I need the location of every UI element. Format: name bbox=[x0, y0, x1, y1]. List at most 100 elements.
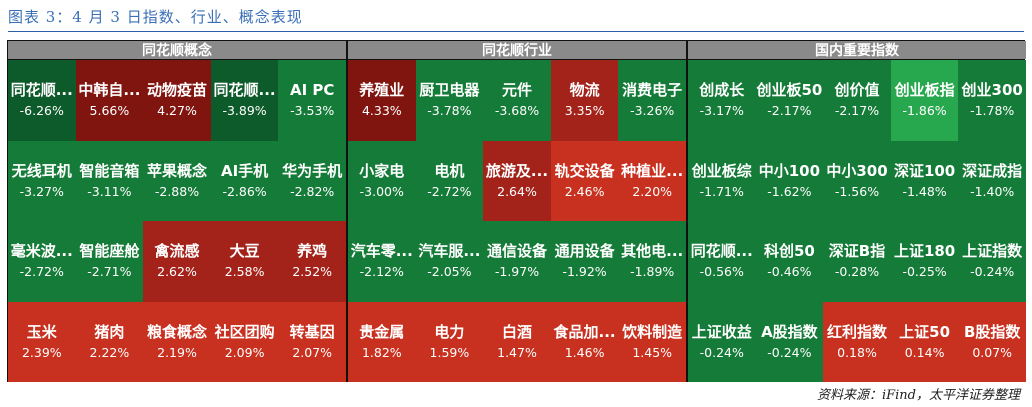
heatmap-tile: 苹果概念 -2.88% bbox=[143, 140, 211, 221]
heatmap-tile: 通用设备 -1.92% bbox=[550, 221, 619, 302]
tile-name-label: 红利指数 bbox=[826, 322, 887, 341]
tile-value-label: -2.71% bbox=[87, 264, 132, 280]
tile-value-label: -2.82% bbox=[290, 183, 335, 199]
heatmap-tile: 电力 1.59% bbox=[415, 301, 484, 382]
tile-value-label: -3.78% bbox=[427, 103, 472, 119]
tile-name-label: 养殖业 bbox=[359, 81, 405, 100]
tile-value-label: 2.20% bbox=[632, 183, 673, 199]
tile-value-label: -0.25% bbox=[902, 264, 947, 280]
tile-name-label: 白酒 bbox=[501, 322, 532, 341]
tile-name-label: 创业300 bbox=[961, 81, 1023, 100]
section-header: 国内重要指数 bbox=[688, 41, 1026, 59]
tile-name-label: 上证50 bbox=[899, 322, 951, 341]
heatmap-tile: 消费电子 -3.26% bbox=[618, 60, 686, 141]
tile-value-label: 3.35% bbox=[564, 103, 605, 119]
figure-title: 图表 3：4 月 3 日指数、行业、概念表现 bbox=[8, 8, 303, 26]
heatmap-tile: 深证成指 -1.40% bbox=[958, 140, 1026, 221]
tile-name-label: 创业板指 bbox=[894, 81, 955, 100]
tile-value-label: -1.78% bbox=[970, 103, 1015, 119]
heatmap-tile: 中小100 -1.62% bbox=[755, 140, 824, 221]
heatmap-tile: 汽车零... -2.12% bbox=[348, 221, 416, 302]
tile-name-label: AI手机 bbox=[220, 161, 269, 180]
heatmap-tile: 上证180 -0.25% bbox=[890, 221, 959, 302]
heatmap-tile: 中韩自... 5.66% bbox=[75, 60, 144, 141]
tile-value-label: -2.88% bbox=[154, 183, 200, 199]
tile-name-label: 中韩自... bbox=[78, 81, 141, 100]
tile-value-label: 0.07% bbox=[972, 344, 1013, 360]
tile-name-label: 大豆 bbox=[229, 242, 260, 261]
tile-name-label: 华为手机 bbox=[282, 161, 343, 180]
heatmap-tile: 创成长 -3.17% bbox=[688, 60, 756, 141]
heatmap-tile: 创价值 -2.17% bbox=[823, 60, 891, 141]
tile-name-label: 电机 bbox=[434, 161, 465, 180]
tile-value-label: -2.12% bbox=[359, 264, 404, 280]
tile-name-label: B股指数 bbox=[963, 322, 1021, 341]
tile-value-label: 2.52% bbox=[292, 264, 333, 280]
tile-value-label: -1.56% bbox=[834, 183, 880, 199]
heatmap-tile: 同花顺... -0.56% bbox=[688, 221, 756, 302]
heatmap-tile: 深证B指 -0.28% bbox=[823, 221, 891, 302]
tile-value-label: 2.07% bbox=[292, 344, 333, 360]
tile-name-label: 玉米 bbox=[26, 322, 57, 341]
tile-value-label: 1.46% bbox=[564, 344, 605, 360]
heatmap-tile: 社区团购 2.09% bbox=[210, 301, 279, 382]
tile-value-label: -1.48% bbox=[902, 183, 947, 199]
tile-name-label: 其他电... bbox=[621, 242, 684, 261]
tile-name-label: 科创50 bbox=[763, 242, 815, 261]
heatmap-tile: 汽车服... -2.05% bbox=[415, 221, 484, 302]
section-header: 同花顺行业 bbox=[348, 41, 686, 59]
tile-value-label: -1.62% bbox=[767, 183, 812, 199]
tile-value-label: 2.62% bbox=[157, 264, 197, 280]
tile-value-label: 1.82% bbox=[361, 344, 402, 360]
source-note: 资料来源：iFind，太平洋证券整理 bbox=[816, 388, 1020, 403]
tile-name-label: 毫米波... bbox=[10, 242, 73, 261]
heatmap-tile: 中小300 -1.56% bbox=[823, 140, 891, 221]
heatmap-tile: 创业300 -1.78% bbox=[958, 60, 1026, 141]
heatmap-tile: 养鸡 2.52% bbox=[278, 221, 346, 302]
tile-value-label: -6.26% bbox=[19, 103, 64, 119]
heatmap-tile: 华为手机 -2.82% bbox=[278, 140, 346, 221]
tile-value-label: 4.27% bbox=[157, 103, 197, 119]
heatmap-tile: 同花顺... -6.26% bbox=[8, 60, 76, 141]
tile-value-label: 1.59% bbox=[429, 344, 470, 360]
heatmap-tile: 物流 3.35% bbox=[550, 60, 619, 141]
heatmap-tile: 智能音箱 -3.11% bbox=[75, 140, 144, 221]
heatmap-tile: B股指数 0.07% bbox=[958, 301, 1026, 382]
tile-name-label: 上证收益 bbox=[691, 322, 752, 341]
tile-name-label: 社区团购 bbox=[214, 322, 275, 341]
heatmap-tile: 上证指数 -0.24% bbox=[958, 221, 1026, 302]
tile-name-label: 中小100 bbox=[758, 161, 821, 180]
tile-name-label: 动物疫苗 bbox=[146, 81, 207, 100]
heatmap-tile: 转基因 2.07% bbox=[278, 301, 346, 382]
tile-value-label: -1.97% bbox=[494, 264, 540, 280]
tile-value-label: -3.27% bbox=[19, 183, 64, 199]
tile-value-label: -2.17% bbox=[834, 103, 880, 119]
tile-value-label: -3.11% bbox=[87, 183, 132, 199]
tile-name-label: 物流 bbox=[569, 81, 600, 100]
tile-value-label: -0.24% bbox=[699, 344, 744, 360]
heatmap-tile: 禽流感 2.62% bbox=[143, 221, 211, 302]
tile-value-label: 2.22% bbox=[89, 344, 130, 360]
tile-name-label: 元件 bbox=[501, 81, 532, 100]
heatmap-tile: 贵金属 1.82% bbox=[348, 301, 416, 382]
tile-name-label: 养鸡 bbox=[297, 242, 328, 261]
tile-value-label: 2.46% bbox=[564, 183, 605, 199]
tile-name-label: 轨交设备 bbox=[554, 161, 615, 180]
tile-value-label: 2.19% bbox=[157, 344, 197, 360]
tile-value-label: -2.17% bbox=[767, 103, 812, 119]
heatmap-tile: 动物疫苗 4.27% bbox=[143, 60, 211, 141]
tile-name-label: 消费电子 bbox=[622, 81, 683, 100]
heatmap-tile: 小家电 -3.00% bbox=[348, 140, 416, 221]
tile-name-label: 深证成指 bbox=[962, 161, 1023, 180]
heatmap-tile: 无线耳机 -3.27% bbox=[8, 140, 76, 221]
tile-value-label: -0.28% bbox=[834, 264, 880, 280]
tile-name-label: 苹果概念 bbox=[146, 161, 207, 180]
heatmap-tile: 其他电... -1.89% bbox=[618, 221, 686, 302]
tile-name-label: 上证指数 bbox=[962, 242, 1023, 261]
tile-value-label: -3.68% bbox=[494, 103, 540, 119]
tile-name-label: 通信设备 bbox=[486, 242, 547, 261]
heatmap-tile: 创业板50 -2.17% bbox=[755, 60, 824, 141]
tile-name-label: 电力 bbox=[434, 322, 465, 341]
tile-name-label: 饮料制造 bbox=[622, 322, 683, 341]
tile-value-label: -3.89% bbox=[222, 103, 267, 119]
